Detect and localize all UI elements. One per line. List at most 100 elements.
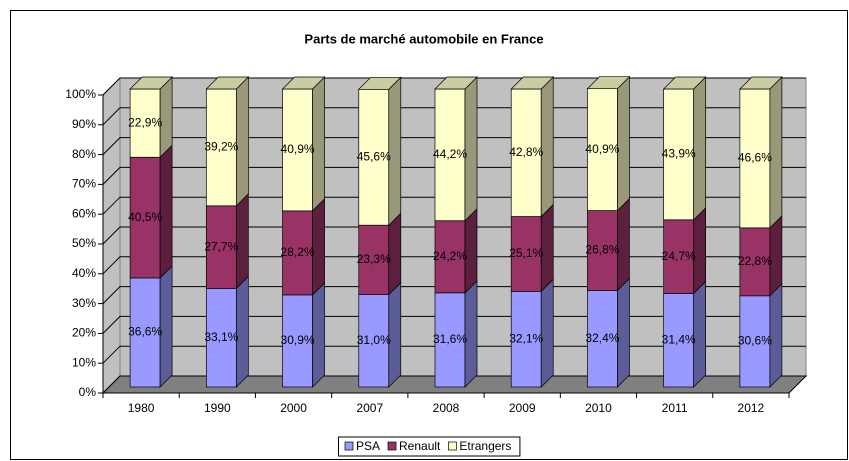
bar-front <box>739 227 771 297</box>
x-tick-label: 2010 <box>585 401 612 415</box>
bar-front <box>663 219 695 294</box>
legend: PSA Renault Etrangers <box>338 436 521 457</box>
bar-top <box>586 76 631 90</box>
bar-segment <box>587 197 630 292</box>
bar-top <box>205 76 250 90</box>
x-tick-label: 2009 <box>509 401 536 415</box>
grid-line <box>102 137 806 155</box>
data-label: 44,2% <box>433 147 467 161</box>
bar-front <box>358 88 390 226</box>
x-tick-label: 2000 <box>280 401 307 415</box>
grid-line <box>102 166 806 185</box>
grid-line <box>102 107 806 126</box>
data-label: 27,7% <box>204 239 238 253</box>
bar-segment <box>129 265 173 388</box>
bar-segment <box>510 76 555 218</box>
bar-segment <box>205 275 249 388</box>
x-tick-label: 1990 <box>204 401 231 415</box>
bar-front <box>663 293 695 388</box>
bar-segment <box>129 144 173 279</box>
y-tick-label: 80% <box>72 147 96 161</box>
bar-segment <box>662 76 707 221</box>
bar-front <box>587 210 618 291</box>
bar-segment <box>739 76 783 229</box>
legend-label: Renault <box>399 439 441 453</box>
data-label: 28,2% <box>281 245 315 259</box>
data-label: 42,8% <box>509 145 543 159</box>
bar-front <box>205 205 237 289</box>
y-tick-label: 20% <box>72 326 96 340</box>
bar-top <box>129 76 173 90</box>
x-tick-label: 1980 <box>128 401 155 415</box>
data-label: 26,8% <box>585 243 619 257</box>
grid-line <box>102 345 806 364</box>
bar-front <box>282 294 313 388</box>
y-tick-label: 90% <box>72 117 96 131</box>
x-tick-label: 2011 <box>662 401 688 415</box>
bar-segment <box>434 76 478 222</box>
y-tick-label: 100% <box>65 87 96 101</box>
y-tick-label: 30% <box>72 296 96 310</box>
bar-top <box>434 76 478 90</box>
y-tick-label: 0% <box>79 385 97 399</box>
bar-segment <box>129 76 173 159</box>
bar-segment <box>663 280 707 388</box>
data-label: 33,1% <box>204 330 238 344</box>
y-tick-label: 50% <box>72 236 96 250</box>
bar-segment <box>358 212 402 296</box>
bar-top <box>510 76 555 90</box>
data-label: 22,9% <box>128 115 162 129</box>
chart-title: Parts de marché automobile en France <box>304 31 543 46</box>
y-tick-label: 10% <box>72 355 96 369</box>
bar-front <box>358 294 390 388</box>
bar-front <box>587 290 618 388</box>
legend-swatch <box>387 441 397 451</box>
data-label: 43,9% <box>662 147 696 161</box>
data-label: 31,4% <box>662 332 696 346</box>
bar-segment <box>282 282 325 388</box>
data-label: 46,6% <box>738 151 772 165</box>
data-label: 40,9% <box>585 142 619 156</box>
bar-front <box>434 292 466 388</box>
y-tick-label: 40% <box>72 266 96 280</box>
data-label: 36,6% <box>128 325 162 339</box>
bar-front <box>587 88 618 211</box>
x-tick-label: 2012 <box>738 401 765 415</box>
grid-line <box>102 315 806 334</box>
data-label: 24,2% <box>433 249 467 263</box>
bar-front <box>434 220 466 294</box>
grid-line <box>102 286 806 304</box>
bar-segment <box>282 198 325 296</box>
y-tick-label: 60% <box>72 206 96 220</box>
legend-swatch <box>448 441 457 451</box>
grid-line <box>102 226 806 245</box>
data-label: 24,7% <box>662 249 696 263</box>
bar-front <box>129 156 161 279</box>
legend-label: Etrangers <box>459 439 511 453</box>
x-tick-label: 2007 <box>356 401 383 415</box>
bar-top <box>357 76 402 90</box>
bar-front <box>129 277 161 388</box>
data-label: 25,1% <box>509 246 543 260</box>
data-label: 39,2% <box>204 140 238 154</box>
bar-segment <box>586 75 631 212</box>
data-label: 40,5% <box>128 210 162 224</box>
grid-line <box>102 196 806 215</box>
data-label: 32,1% <box>509 331 543 345</box>
bar-front <box>205 288 237 388</box>
bar-front <box>739 295 771 388</box>
bar-top <box>281 76 326 90</box>
data-label: 22,8% <box>738 254 772 268</box>
bar-segment <box>357 76 402 227</box>
grid-line <box>102 256 806 275</box>
bar-segment <box>281 76 326 212</box>
grid-line <box>102 375 806 394</box>
bar-segment <box>205 76 250 207</box>
legend-label: PSA <box>356 439 380 453</box>
legend-swatch <box>344 441 354 451</box>
bar-front <box>358 224 390 295</box>
bar-front <box>282 88 313 212</box>
y-tick-label: 70% <box>72 177 96 191</box>
legend-box <box>338 436 521 457</box>
